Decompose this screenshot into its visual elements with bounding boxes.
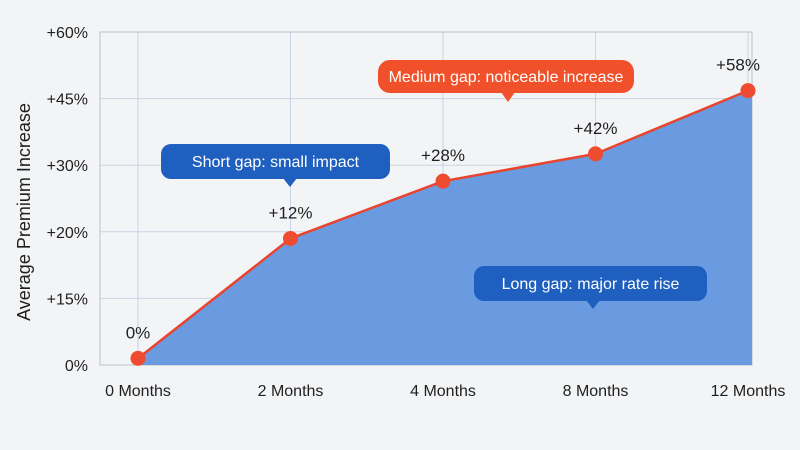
x-tick-label: 0 Months bbox=[105, 383, 171, 400]
data-point bbox=[130, 350, 146, 366]
data-label: 0% bbox=[126, 323, 151, 342]
data-point bbox=[435, 173, 451, 189]
area-fill bbox=[138, 90, 752, 365]
y-tick-label: +15% bbox=[47, 291, 88, 308]
callout-medium-gap-text: Medium gap: noticeable increase bbox=[389, 69, 624, 86]
data-label: +12% bbox=[269, 203, 313, 222]
callout-medium-gap: Medium gap: noticeable increase bbox=[378, 60, 634, 102]
callout-short-gap: Short gap: small impact bbox=[161, 144, 390, 187]
callout-short-gap-box bbox=[161, 144, 390, 179]
y-tick-label: +45% bbox=[47, 92, 88, 109]
callout-short-gap-text: Short gap: small impact bbox=[192, 154, 360, 171]
data-point bbox=[740, 83, 756, 99]
x-tick-label: 8 Months bbox=[563, 383, 629, 400]
y-tick-label: 0% bbox=[65, 358, 88, 375]
callout-long-gap-text: Long gap: major rate rise bbox=[502, 276, 680, 293]
data-label: +42% bbox=[574, 119, 618, 138]
data-point bbox=[588, 146, 603, 162]
callout-medium-gap-pointer bbox=[501, 92, 515, 102]
data-point bbox=[283, 230, 298, 246]
y-axis-label: Average Premium Increase bbox=[14, 103, 34, 321]
y-tick-label: +20% bbox=[47, 225, 88, 242]
callout-short-gap-pointer bbox=[283, 178, 297, 187]
x-tick-label: 12 Months bbox=[711, 383, 786, 400]
y-tick-label: +60% bbox=[47, 25, 88, 42]
callout-long-gap: Long gap: major rate rise bbox=[474, 266, 707, 309]
y-tick-labels: 0% +15% +20% +30% +45% +60% bbox=[47, 25, 88, 375]
data-label: +28% bbox=[421, 146, 465, 165]
data-points bbox=[130, 83, 756, 366]
x-tick-label: 4 Months bbox=[410, 383, 476, 400]
callout-long-gap-box bbox=[474, 266, 707, 301]
x-tick-label: 2 Months bbox=[258, 383, 324, 400]
callout-medium-gap-box bbox=[378, 60, 634, 93]
callout-long-gap-pointer bbox=[586, 300, 600, 309]
data-label: +58% bbox=[716, 56, 760, 75]
data-labels: 0% +12% +28% +42% +58% bbox=[126, 56, 760, 343]
y-tick-label: +30% bbox=[47, 158, 88, 175]
x-tick-labels: 0 Months 2 Months 4 Months 8 Months 12 Month… bbox=[105, 383, 785, 400]
